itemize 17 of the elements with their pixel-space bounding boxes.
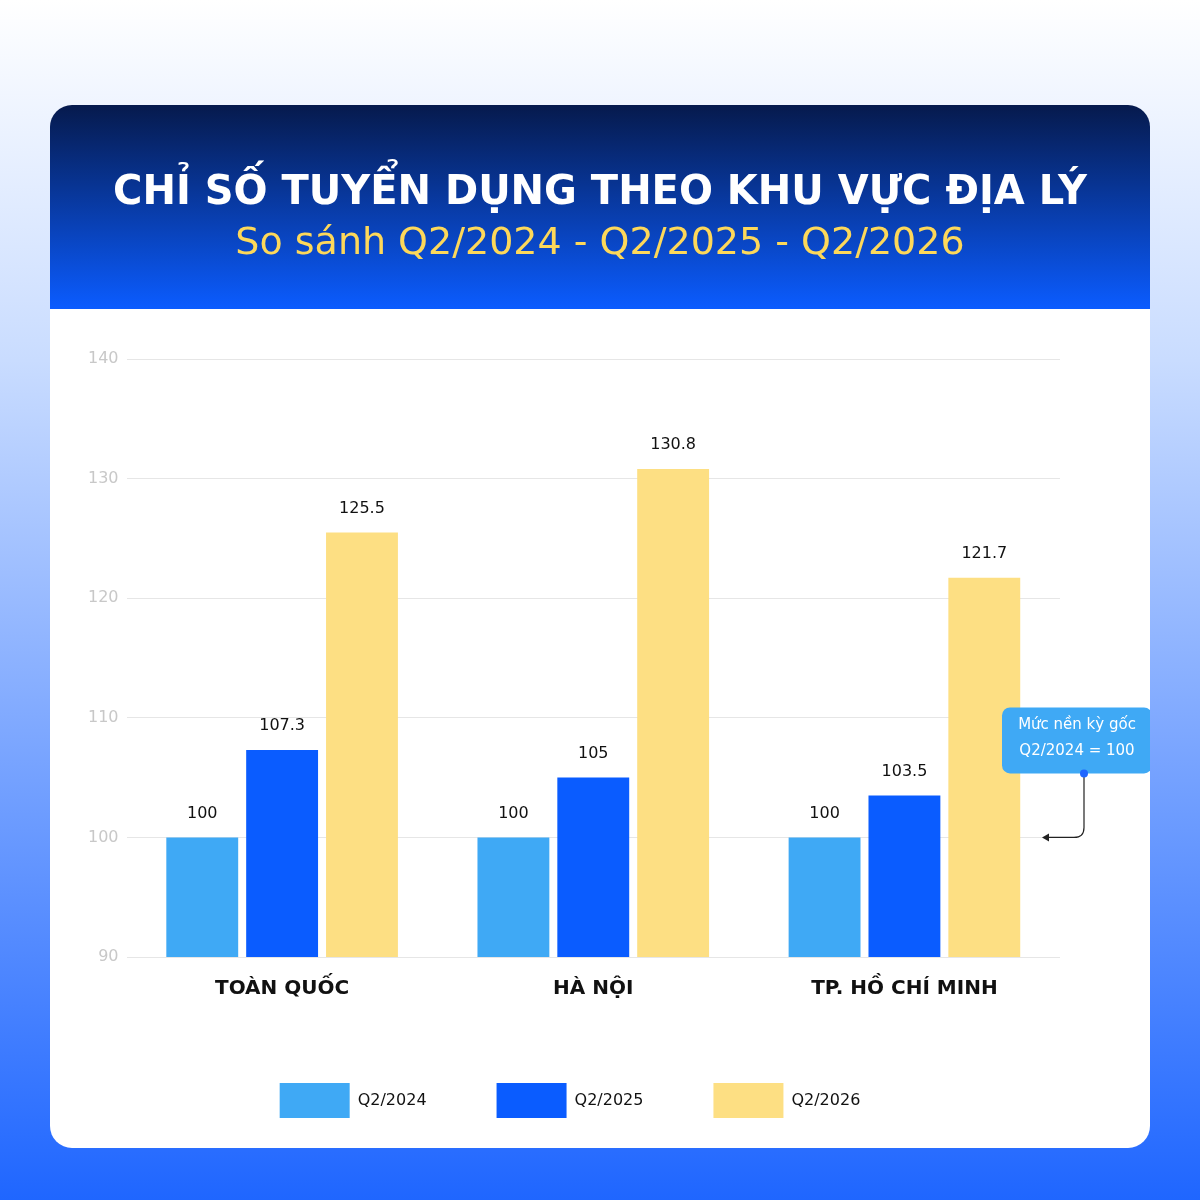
x-tick-label: TP. HỒ CHÍ MINH [811, 973, 998, 1000]
data-label: 125.5 [339, 497, 385, 517]
data-label: 100 [809, 802, 840, 822]
x-tick-label: TOÀN QUỐC [215, 973, 350, 1000]
data-label: 100 [186, 802, 218, 822]
data-label: 105 [578, 742, 609, 762]
data-label: 107.3 [259, 715, 306, 735]
annotation: Mức nền kỳ gốc Q2/2024 = 100 [1018, 715, 1136, 760]
chart-subtitle: So sánh Q2/2024 - Q2/2025 - Q2/2026 [234, 219, 966, 263]
x-tick-label: HÀ NỘI [553, 975, 634, 1000]
legend-label: Q2/2025 [574, 1089, 644, 1109]
data-label: 130.8 [650, 434, 697, 454]
legend-label: Q2/2024 [357, 1089, 427, 1109]
data-label: 103.5 [881, 760, 928, 780]
data-label: 100 [498, 802, 529, 822]
data-label: 121.7 [961, 543, 1008, 563]
legend-label: Q2/2026 [791, 1089, 861, 1109]
